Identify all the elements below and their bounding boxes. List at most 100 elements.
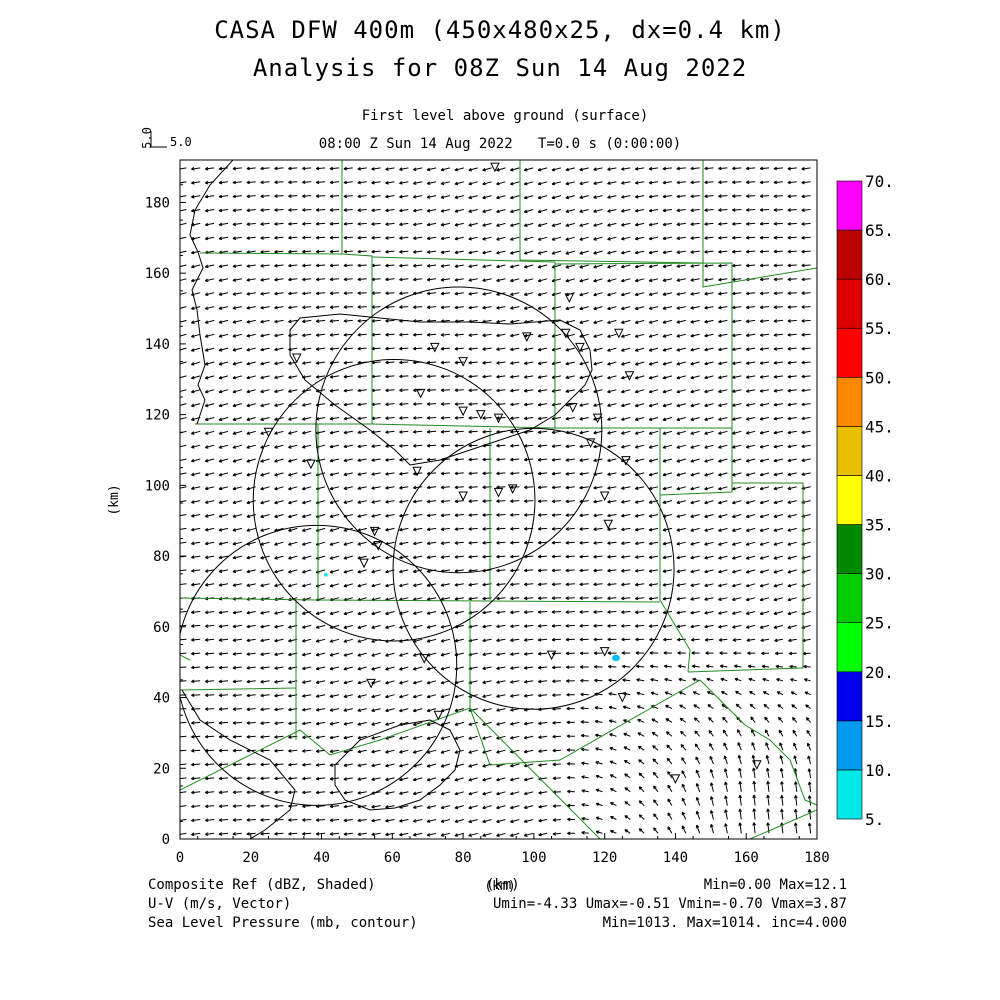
footer-composite-ref: Composite Ref (dBZ, Shaded)	[148, 877, 376, 893]
station-marker	[306, 459, 316, 470]
wind-vector	[180, 166, 812, 837]
station-marker	[263, 427, 274, 438]
station-marker	[369, 526, 380, 537]
x-tick-label: 60	[384, 850, 401, 866]
colorbar-label: 45.	[865, 417, 894, 436]
station-marker	[599, 647, 610, 657]
station-marker	[564, 293, 575, 304]
colorbar-swatch	[836, 622, 863, 673]
station-marker	[560, 328, 571, 339]
axis-tick-labels: 0 20 40 60 80 100 120 140 160 180 0 20 40 60 80 100 120 1…	[145, 195, 830, 866]
colorbar-label: 5.	[865, 810, 884, 829]
colorbar-label: 20.	[865, 663, 894, 682]
county-border	[341, 160, 373, 424]
y-tick-label: 140	[145, 337, 170, 353]
county-border	[519, 160, 704, 264]
station-marker	[603, 519, 614, 530]
y-tick-label: 40	[153, 691, 170, 707]
wind-vector-field	[180, 166, 812, 837]
county-border	[659, 599, 691, 673]
boundary-line	[181, 689, 296, 839]
radar-ring	[315, 286, 603, 574]
county-border	[180, 654, 191, 661]
station-marker	[493, 413, 504, 424]
station-markers	[263, 162, 762, 784]
station-marker	[373, 540, 383, 551]
y-tick-label: 60	[153, 620, 170, 636]
pressure-contours	[289, 313, 593, 811]
station-marker	[412, 466, 422, 477]
colorbar-swatch	[836, 573, 863, 623]
colorbar-label: 50.	[865, 368, 894, 387]
colorbar-label: 40.	[865, 466, 894, 485]
title-line-2: Analysis for 08Z Sun 14 Aug 2022	[252, 54, 748, 82]
x-tick-label: 160	[734, 850, 759, 866]
colorbar-swatch	[836, 671, 863, 722]
station-marker	[458, 491, 468, 502]
station-marker	[614, 328, 624, 339]
echo-cell	[612, 654, 620, 662]
title-line-1: CASA DFW 400m (450x480x25, dx=0.4 km)	[214, 16, 786, 44]
y-axis-label: (km)	[107, 484, 122, 515]
y-tick-label: 20	[153, 761, 170, 777]
colorbar-swatch	[836, 180, 863, 231]
station-marker	[433, 710, 444, 721]
pressure-contour	[289, 313, 593, 466]
radar-ring	[252, 358, 536, 642]
county-border	[554, 262, 733, 428]
level-label: First level above ground (surface)	[361, 108, 649, 124]
station-marker	[359, 558, 369, 569]
colorbar-swatch	[836, 229, 863, 280]
county-border	[180, 597, 661, 603]
colorbar-swatch	[836, 769, 863, 820]
colorbar-label: 15.	[865, 712, 894, 731]
county-border	[659, 428, 733, 496]
colorbar-swatch	[836, 475, 863, 525]
station-marker	[599, 491, 610, 502]
colorbar	[836, 180, 863, 820]
station-marker	[493, 487, 504, 498]
plot-frame	[179, 159, 818, 840]
county-border	[199, 252, 343, 255]
footer-xunit: (km)	[486, 877, 520, 893]
station-marker	[507, 484, 518, 495]
y-tick-label: 160	[145, 266, 170, 282]
station-marker	[291, 353, 302, 364]
x-tick-label: 40	[313, 850, 330, 866]
colorbar-swatch	[836, 327, 863, 378]
pressure-contour	[334, 719, 461, 811]
vector-scale-left-label: 5.0	[140, 127, 154, 149]
station-marker	[752, 760, 762, 770]
colorbar-label: 35.	[865, 516, 894, 535]
county-borders	[180, 160, 817, 839]
station-marker	[568, 403, 578, 413]
colorbar-label: 65.	[865, 221, 894, 240]
y-tick-label: 180	[145, 195, 170, 211]
vector-scale-right-label: 5.0	[170, 135, 192, 149]
county-border	[195, 423, 732, 429]
county-border	[469, 707, 601, 839]
station-marker	[522, 332, 532, 342]
footer-pressure-minmax: Min=1013. Max=1014. inc=4.000	[602, 915, 847, 931]
axis-ticks	[179, 184, 818, 840]
station-marker	[458, 357, 468, 367]
x-tick-label: 80	[455, 850, 472, 866]
x-tick-label: 100	[521, 850, 546, 866]
vector-scale-key: 5.0 5.0	[140, 127, 192, 149]
x-tick-label: 120	[592, 850, 617, 866]
radar-range-rings	[180, 286, 675, 806]
station-marker	[475, 410, 486, 420]
colorbar-swatch	[836, 426, 863, 476]
footer-uv: U-V (m/s, Vector)	[148, 896, 292, 912]
x-tick-label: 0	[176, 850, 184, 866]
radar-ring	[180, 524, 458, 806]
station-marker	[617, 693, 628, 703]
station-marker	[366, 678, 376, 689]
boundary-outline	[181, 160, 296, 839]
county-border	[699, 679, 817, 806]
station-marker	[546, 650, 557, 661]
footer-ref-minmax: Min=0.00 Max=12.1	[703, 877, 847, 893]
colorbar-label: 25.	[865, 614, 894, 633]
county-border	[371, 256, 556, 263]
